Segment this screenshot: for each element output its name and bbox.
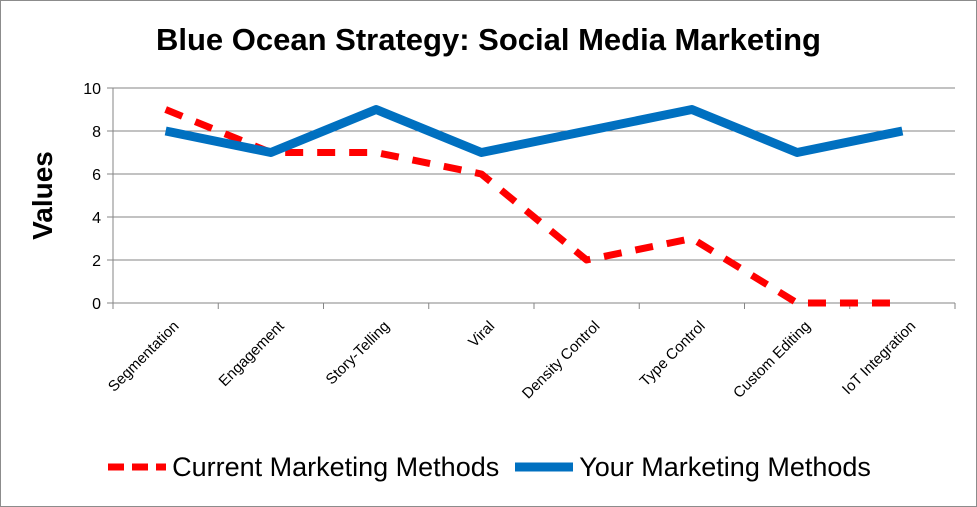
- x-tick-label: Engagement: [216, 317, 289, 390]
- x-tick-label: Viral: [465, 318, 498, 351]
- series-line-0: [164, 106, 903, 307]
- legend-item-current: Current Marketing Methods: [106, 452, 499, 483]
- y-tick-label: 4: [92, 210, 101, 227]
- x-tick-label: Custom Editing: [730, 318, 814, 402]
- legend: Current Marketing Methods Your Marketing…: [0, 447, 977, 487]
- series-line-1: [164, 105, 904, 157]
- x-axis-ticks: Segmentation Engagement Story-Telling Viral…: [105, 317, 919, 402]
- y-tick-label: 6: [92, 167, 101, 184]
- x-tick-label: Type Control: [637, 318, 709, 390]
- x-tick-label: Density Control: [519, 318, 604, 403]
- legend-swatch-current: [108, 463, 167, 471]
- y-tick-label: 0: [92, 296, 101, 313]
- y-axis-label: Values: [27, 151, 58, 240]
- x-tick-label: Story-Telling: [323, 318, 393, 388]
- legend-label-yours: Your Marketing Methods: [579, 451, 871, 482]
- gridlines: [107, 87, 956, 309]
- legend-swatch-yours: [515, 462, 574, 472]
- y-tick-label: 2: [92, 253, 101, 270]
- legend-label-current: Current Marketing Methods: [172, 451, 500, 482]
- chart-title: Blue Ocean Strategy: Social Media Market…: [156, 22, 821, 57]
- legend-item-yours: Your Marketing Methods: [513, 452, 871, 483]
- x-tick-label: IoT Integration: [839, 318, 919, 398]
- y-tick-label: 10: [83, 81, 101, 98]
- y-tick-label: 8: [92, 124, 101, 141]
- y-axis-ticks: 0 2 4 6 8 10: [83, 81, 101, 313]
- series-lines: [164, 105, 904, 307]
- x-tick-label: Segmentation: [105, 318, 182, 395]
